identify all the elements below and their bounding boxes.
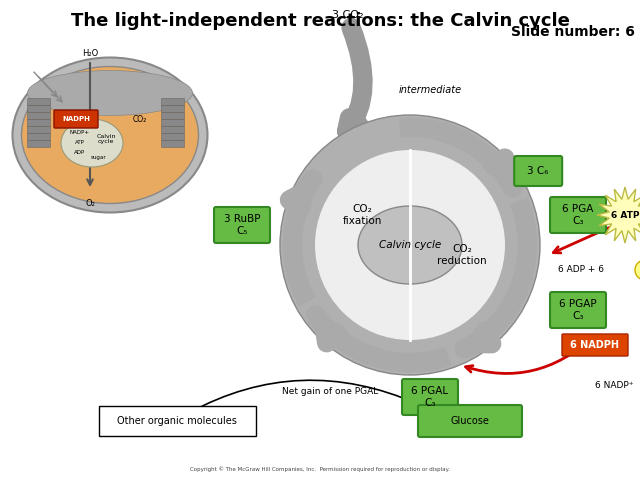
Text: NADPH: NADPH <box>62 116 90 122</box>
Text: ADP: ADP <box>74 149 86 155</box>
Text: intermediate: intermediate <box>399 85 461 95</box>
FancyBboxPatch shape <box>28 141 51 147</box>
Text: H₂O: H₂O <box>82 48 98 58</box>
FancyBboxPatch shape <box>161 98 184 106</box>
Text: ATP: ATP <box>75 140 85 144</box>
Text: 3 RuBP
C₅: 3 RuBP C₅ <box>224 214 260 236</box>
FancyBboxPatch shape <box>54 110 98 128</box>
Polygon shape <box>597 187 640 243</box>
FancyBboxPatch shape <box>161 133 184 141</box>
Text: The light-independent reactions: the Calvin cycle: The light-independent reactions: the Cal… <box>70 12 570 30</box>
FancyBboxPatch shape <box>550 197 606 233</box>
FancyBboxPatch shape <box>514 156 562 186</box>
Text: CO₂
fixation: CO₂ fixation <box>342 204 381 226</box>
Text: Other organic molecules: Other organic molecules <box>117 416 237 426</box>
FancyBboxPatch shape <box>28 133 51 141</box>
FancyBboxPatch shape <box>161 106 184 112</box>
Ellipse shape <box>28 71 193 116</box>
FancyBboxPatch shape <box>161 127 184 133</box>
FancyBboxPatch shape <box>402 379 458 415</box>
Text: CO₂
reduction: CO₂ reduction <box>437 244 487 266</box>
Text: CO₂: CO₂ <box>133 115 147 123</box>
Text: 6 ADP + 6: 6 ADP + 6 <box>558 265 604 275</box>
Text: Slide number: 6: Slide number: 6 <box>511 25 635 39</box>
FancyBboxPatch shape <box>418 405 522 437</box>
FancyBboxPatch shape <box>99 406 256 436</box>
Ellipse shape <box>61 119 123 167</box>
Text: 6 NADPH: 6 NADPH <box>570 340 620 350</box>
Ellipse shape <box>358 206 462 284</box>
Text: 6 PGAL
C₃: 6 PGAL C₃ <box>412 386 449 408</box>
Text: O₂: O₂ <box>85 199 95 207</box>
Text: Copyright © The McGraw Hill Companies, Inc.  Permission required for reproductio: Copyright © The McGraw Hill Companies, I… <box>190 467 450 472</box>
FancyBboxPatch shape <box>161 112 184 120</box>
Ellipse shape <box>13 58 207 213</box>
FancyBboxPatch shape <box>562 334 628 356</box>
FancyBboxPatch shape <box>161 141 184 147</box>
Text: 6 PGA
C₃: 6 PGA C₃ <box>563 204 594 226</box>
Ellipse shape <box>22 67 198 204</box>
FancyBboxPatch shape <box>28 106 51 112</box>
Text: 3 CO₂: 3 CO₂ <box>332 10 364 20</box>
Text: × 2: × 2 <box>427 387 443 396</box>
Text: Net gain of one PGAL: Net gain of one PGAL <box>282 387 378 396</box>
Text: 6 PGAP
C₃: 6 PGAP C₃ <box>559 299 597 321</box>
FancyBboxPatch shape <box>214 207 270 243</box>
Circle shape <box>315 150 505 340</box>
Text: NADP+: NADP+ <box>70 131 90 135</box>
Circle shape <box>635 260 640 280</box>
FancyBboxPatch shape <box>550 292 606 328</box>
Text: Calvin
cycle: Calvin cycle <box>96 133 116 144</box>
FancyBboxPatch shape <box>28 120 51 127</box>
Text: 3 C₆: 3 C₆ <box>527 166 549 176</box>
FancyBboxPatch shape <box>28 112 51 120</box>
FancyBboxPatch shape <box>28 127 51 133</box>
Circle shape <box>280 115 540 375</box>
Text: Glucose: Glucose <box>451 416 490 426</box>
FancyBboxPatch shape <box>28 98 51 106</box>
Text: 6 NADP⁺: 6 NADP⁺ <box>595 381 634 389</box>
Text: sugar: sugar <box>90 155 106 159</box>
Text: 6 ATP: 6 ATP <box>611 211 639 219</box>
FancyBboxPatch shape <box>161 120 184 127</box>
Text: Calvin cycle: Calvin cycle <box>379 240 441 250</box>
